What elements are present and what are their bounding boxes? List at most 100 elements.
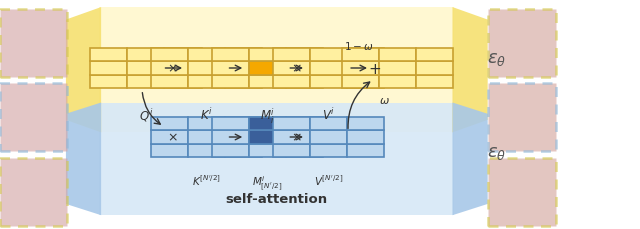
- FancyBboxPatch shape: [286, 144, 323, 157]
- FancyBboxPatch shape: [225, 62, 262, 75]
- FancyBboxPatch shape: [164, 49, 202, 62]
- FancyBboxPatch shape: [310, 49, 347, 62]
- FancyBboxPatch shape: [273, 131, 310, 144]
- FancyBboxPatch shape: [151, 131, 188, 144]
- Text: self-attention: self-attention: [225, 192, 328, 205]
- FancyBboxPatch shape: [342, 75, 379, 89]
- FancyBboxPatch shape: [347, 62, 384, 75]
- FancyBboxPatch shape: [151, 144, 188, 157]
- FancyBboxPatch shape: [273, 49, 310, 62]
- Text: $\omega$: $\omega$: [379, 95, 389, 105]
- FancyBboxPatch shape: [249, 49, 286, 62]
- Text: $V^i$: $V^i$: [322, 106, 335, 122]
- FancyBboxPatch shape: [249, 131, 286, 144]
- Text: $Q^i$: $Q^i$: [139, 106, 153, 123]
- FancyBboxPatch shape: [151, 49, 188, 62]
- FancyBboxPatch shape: [99, 103, 454, 215]
- Text: $+$: $+$: [369, 61, 381, 76]
- FancyBboxPatch shape: [347, 75, 384, 89]
- FancyBboxPatch shape: [164, 75, 202, 89]
- FancyBboxPatch shape: [342, 62, 379, 75]
- FancyBboxPatch shape: [151, 62, 188, 75]
- FancyBboxPatch shape: [310, 117, 347, 131]
- Text: $\times$: $\times$: [291, 131, 301, 144]
- FancyBboxPatch shape: [249, 62, 286, 75]
- Text: $\times$: $\times$: [168, 131, 178, 144]
- FancyBboxPatch shape: [347, 49, 384, 62]
- FancyBboxPatch shape: [188, 75, 225, 89]
- FancyBboxPatch shape: [90, 62, 127, 75]
- FancyBboxPatch shape: [286, 49, 323, 62]
- FancyBboxPatch shape: [0, 10, 67, 78]
- FancyBboxPatch shape: [249, 117, 286, 131]
- FancyBboxPatch shape: [164, 62, 202, 75]
- FancyBboxPatch shape: [225, 117, 262, 131]
- FancyBboxPatch shape: [0, 84, 67, 151]
- FancyBboxPatch shape: [347, 117, 384, 131]
- FancyBboxPatch shape: [188, 144, 225, 157]
- Polygon shape: [452, 8, 488, 133]
- FancyBboxPatch shape: [212, 144, 249, 157]
- FancyBboxPatch shape: [310, 75, 347, 89]
- FancyBboxPatch shape: [347, 144, 384, 157]
- FancyBboxPatch shape: [188, 131, 225, 144]
- FancyBboxPatch shape: [310, 131, 347, 144]
- FancyBboxPatch shape: [212, 131, 249, 144]
- FancyBboxPatch shape: [416, 49, 453, 62]
- Text: $\epsilon_\theta$: $\epsilon_\theta$: [487, 143, 506, 161]
- FancyBboxPatch shape: [90, 75, 127, 89]
- Text: $K^{[N'/2]}$: $K^{[N'/2]}$: [192, 173, 221, 187]
- FancyBboxPatch shape: [379, 62, 416, 75]
- Polygon shape: [452, 103, 488, 215]
- FancyBboxPatch shape: [90, 49, 127, 62]
- FancyBboxPatch shape: [342, 49, 379, 62]
- FancyBboxPatch shape: [488, 84, 556, 151]
- FancyBboxPatch shape: [151, 75, 188, 89]
- Text: $\times$: $\times$: [291, 62, 301, 75]
- FancyBboxPatch shape: [286, 131, 323, 144]
- FancyBboxPatch shape: [347, 131, 384, 144]
- FancyBboxPatch shape: [249, 75, 286, 89]
- FancyBboxPatch shape: [212, 49, 249, 62]
- Text: $V^{[N'/2]}$: $V^{[N'/2]}$: [314, 173, 343, 187]
- Text: $K^i$: $K^i$: [200, 106, 213, 122]
- FancyBboxPatch shape: [249, 144, 286, 157]
- FancyBboxPatch shape: [212, 117, 249, 131]
- Polygon shape: [66, 103, 101, 215]
- Text: $\times$: $\times$: [168, 62, 178, 75]
- Text: $\epsilon_\theta$: $\epsilon_\theta$: [487, 49, 506, 67]
- Text: $M^i_{[N'/2]}$: $M^i_{[N'/2]}$: [252, 173, 283, 192]
- FancyBboxPatch shape: [99, 8, 454, 133]
- FancyBboxPatch shape: [212, 62, 249, 75]
- FancyBboxPatch shape: [225, 144, 262, 157]
- FancyBboxPatch shape: [286, 75, 323, 89]
- Text: $M^i_i$: $M^i_i$: [260, 106, 275, 126]
- FancyBboxPatch shape: [286, 62, 323, 75]
- FancyBboxPatch shape: [188, 49, 225, 62]
- FancyBboxPatch shape: [127, 49, 164, 62]
- FancyBboxPatch shape: [379, 75, 416, 89]
- FancyBboxPatch shape: [310, 144, 347, 157]
- FancyBboxPatch shape: [379, 49, 416, 62]
- Text: $1 - \omega$: $1 - \omega$: [344, 40, 374, 52]
- FancyBboxPatch shape: [151, 117, 188, 131]
- FancyBboxPatch shape: [286, 117, 323, 131]
- FancyBboxPatch shape: [416, 75, 453, 89]
- FancyBboxPatch shape: [273, 117, 310, 131]
- FancyBboxPatch shape: [488, 158, 556, 226]
- Polygon shape: [66, 8, 101, 133]
- FancyBboxPatch shape: [0, 158, 67, 226]
- FancyBboxPatch shape: [188, 62, 225, 75]
- FancyBboxPatch shape: [273, 75, 310, 89]
- FancyBboxPatch shape: [225, 75, 262, 89]
- FancyBboxPatch shape: [127, 75, 164, 89]
- FancyBboxPatch shape: [416, 62, 453, 75]
- FancyBboxPatch shape: [225, 131, 262, 144]
- FancyBboxPatch shape: [212, 75, 249, 89]
- FancyBboxPatch shape: [127, 62, 164, 75]
- FancyBboxPatch shape: [310, 62, 347, 75]
- FancyBboxPatch shape: [225, 49, 262, 62]
- FancyBboxPatch shape: [273, 62, 310, 75]
- FancyBboxPatch shape: [273, 144, 310, 157]
- FancyBboxPatch shape: [188, 117, 225, 131]
